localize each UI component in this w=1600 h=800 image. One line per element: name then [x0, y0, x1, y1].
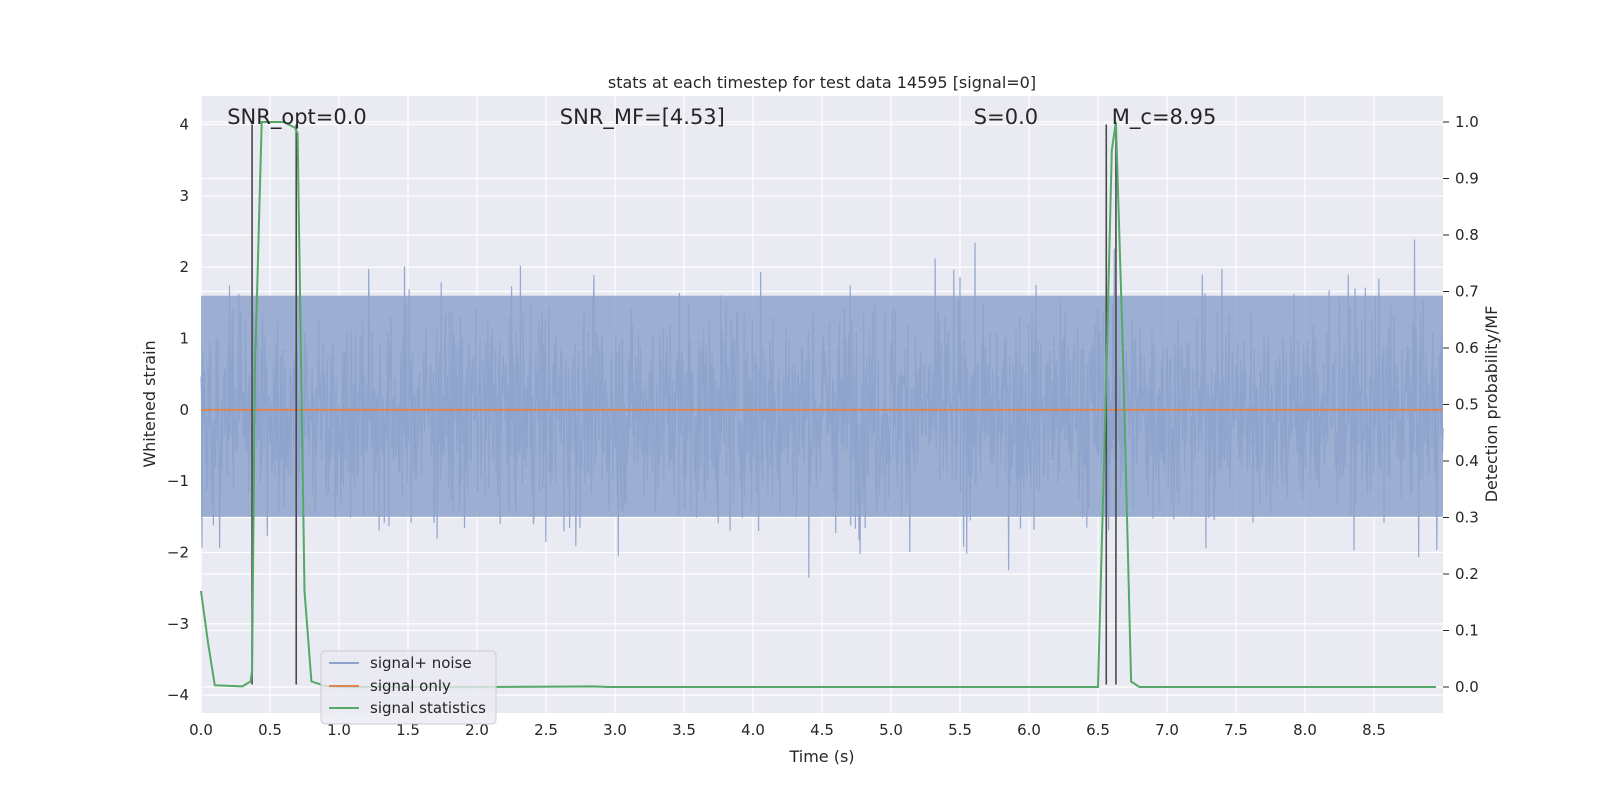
y2-tick-label-0: 0.0: [1455, 678, 1479, 696]
y-tick-label-4: 0: [179, 401, 189, 419]
x-tick-label-9: 4.5: [810, 721, 834, 739]
y-tick-label-5: 1: [179, 330, 189, 348]
x-tick-label-6: 3.0: [603, 721, 627, 739]
legend: signal+ noise signal only signal statist…: [320, 650, 497, 725]
y2-tick-label-9: 0.9: [1455, 169, 1479, 187]
chart-title: stats at each timestep for test data 145…: [608, 73, 1036, 92]
y2-axis-ticks: 0.0 0.1 0.2 0.3 0.4 0.5 0.6 0.7 0.8 0.9 1.0: [1443, 113, 1479, 696]
y-tick-label-6: 2: [179, 258, 189, 276]
x-tick-label-13: 6.5: [1086, 721, 1110, 739]
y2-tick-label-8: 0.8: [1455, 226, 1479, 244]
x-tick-label-4: 2.0: [465, 721, 489, 739]
y2-tick-label-6: 0.6: [1455, 339, 1479, 357]
legend-label-signal-noise: signal+ noise: [370, 654, 472, 672]
annotation-3: M_c=8.95: [1112, 105, 1217, 130]
x-axis-ticks: 0.0 0.5 1.0 1.5 2.0 2.5 3.0 3.5 4.0 4.5 5.0 5.5 6.0 6…: [189, 721, 1386, 739]
x-tick-label-11: 5.5: [948, 721, 972, 739]
y-tick-label-2: −2: [167, 544, 189, 562]
x-tick-label-5: 2.5: [534, 721, 558, 739]
y2-tick-label-2: 0.2: [1455, 565, 1479, 583]
legend-label-signal-statistics: signal statistics: [370, 699, 486, 717]
annotation-0: SNR_opt=0.0: [227, 105, 367, 130]
x-tick-label-16: 8.0: [1293, 721, 1317, 739]
y-axis-ticks: −4 −3 −2 −1 0 1 2 3 4: [167, 116, 189, 705]
y-tick-label-0: −4: [167, 686, 189, 704]
x-tick-label-2: 1.0: [327, 721, 351, 739]
y-tick-label-1: −3: [167, 615, 189, 633]
legend-box: [320, 650, 497, 725]
x-tick-label-3: 1.5: [396, 721, 420, 739]
x-tick-label-10: 5.0: [879, 721, 903, 739]
x-tick-label-17: 8.5: [1362, 721, 1386, 739]
y2-axis-label: Detection probability/MF: [1482, 306, 1501, 503]
x-tick-label-15: 7.5: [1224, 721, 1248, 739]
series-signal-noise: [200, 239, 1444, 578]
legend-label-signal-only: signal only: [370, 677, 451, 695]
x-tick-label-8: 4.0: [741, 721, 765, 739]
x-tick-label-14: 7.0: [1155, 721, 1179, 739]
y-axis-label: Whitened strain: [140, 340, 159, 467]
y-tick-label-7: 3: [179, 187, 189, 205]
y-tick-label-3: −1: [167, 472, 189, 490]
y2-tick-label-1: 0.1: [1455, 622, 1479, 640]
annotation-2: S=0.0: [974, 105, 1038, 129]
y2-tick-label-4: 0.4: [1455, 452, 1479, 470]
noise-trace: [200, 239, 1444, 578]
y-tick-label-8: 4: [179, 116, 189, 134]
y2-tick-label-3: 0.3: [1455, 509, 1479, 527]
y2-tick-label-7: 0.7: [1455, 282, 1479, 300]
y2-tick-label-5: 0.5: [1455, 396, 1479, 414]
annotation-1: SNR_MF=[4.53]: [560, 105, 725, 130]
y2-tick-label-10: 1.0: [1455, 113, 1479, 131]
x-tick-label-0: 0.0: [189, 721, 213, 739]
x-tick-label-12: 6.0: [1017, 721, 1041, 739]
x-axis-label: Time (s): [788, 747, 854, 766]
x-tick-label-7: 3.5: [672, 721, 696, 739]
annotations: SNR_opt=0.0 SNR_MF=[4.53] S=0.0 M_c=8.95: [227, 105, 1216, 130]
x-tick-label-1: 0.5: [258, 721, 282, 739]
